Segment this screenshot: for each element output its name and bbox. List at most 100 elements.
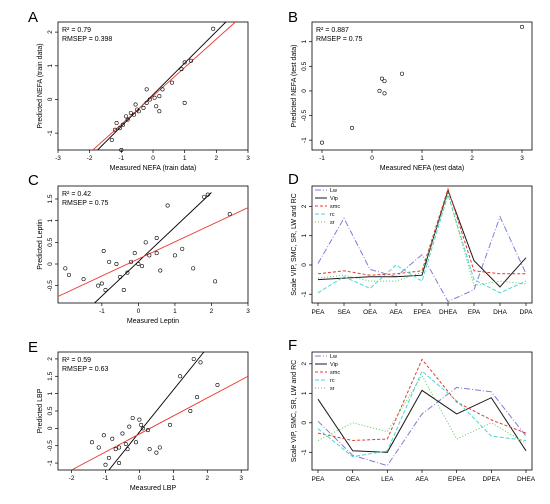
y-tick-label: -1 [47,130,54,136]
data-point [154,236,159,241]
fit-line [94,192,212,303]
data-point [152,95,157,100]
data-point [144,87,149,92]
legend-label: sr [330,220,335,226]
data-point [140,264,145,269]
x-tick-label: LEA [381,476,394,483]
data-point [123,441,128,446]
data-point [101,249,106,254]
data-point [145,428,150,433]
plot-frame [57,185,249,304]
legend: Lw Vip smc rc sr [315,188,340,226]
panel-d: D PEA SEA OEA AEA EPEA DHEA EPA DHA DPA -1 0 1 2 Lw Vip… [288,171,533,316]
y-tick-label: 1 [47,64,54,68]
data-point [213,279,218,284]
y-axis-label: Predicted NEFA (test data) [291,45,298,128]
y-tick-label: 0.5 [47,406,54,415]
data-point [519,24,524,29]
data-point [178,374,183,379]
x-tick-label: AEA [389,309,403,316]
data-point [399,71,404,76]
y-tick-label: 2 [47,30,54,34]
y-tick-label: -0.5 [47,440,54,452]
data-point [205,192,210,197]
x-tick-label: 0 [370,155,374,162]
x-tick-label: 2 [470,155,474,162]
data-point [382,79,387,84]
data-point [110,436,115,441]
x-tick-label: AEA [415,476,429,483]
x-tick-label: -1 [99,308,105,315]
data-point [66,272,71,277]
data-point [165,203,170,208]
data-point [179,67,184,72]
data-point [147,253,152,258]
stat-text: R² = 0.59 [62,357,91,364]
data-point [157,445,162,450]
data-point [191,356,196,361]
data-point [114,121,119,126]
x-tick-label: 1 [183,155,187,162]
x-tick-label: 1 [420,155,424,162]
x-tick-label: 2 [215,155,219,162]
panel-letter: C [28,172,39,189]
data-point [227,212,232,217]
y-tick-label: -1 [301,137,308,143]
y-tick-label: 1 [47,391,54,395]
data-point [121,287,126,292]
y-tick-label: 1.5 [47,371,54,380]
data-point [124,114,129,119]
series-line [317,187,526,276]
legend-label: smc [330,370,340,376]
data-point [96,283,101,288]
data-point [120,122,125,127]
legend-label: smc [330,204,340,210]
x-tick-label: EPEA [413,309,431,316]
data-point [144,100,149,105]
panel-b: B -1 0 1 2 3 -1 -0.5 0 0.5 1 R² = 0.887 RMSEP = 0.75… [288,9,533,172]
data-point [198,360,203,365]
data-point [195,395,200,400]
fit-line [71,375,248,470]
x-tick-label: -3 [55,155,61,162]
x-tick-label: DHEA [517,476,536,483]
x-tick-label: -2 [69,475,75,482]
data-point [157,109,162,114]
data-point [141,105,146,110]
y-tick-label: 0 [301,263,308,267]
data-point [188,408,193,413]
data-point [109,137,114,142]
panel-f: F PEA OEA LEA AEA EPEA DPEA DHEA -1 0 1 2 Lw Vip smc rc… [288,337,536,483]
x-tick-label: -1 [118,155,124,162]
data-point [202,194,207,199]
y-tick-label: 0 [47,426,54,430]
series-line [317,374,527,444]
panel-letter: B [288,9,298,26]
data-point [170,80,175,85]
legend-label: Vip [330,196,338,202]
series-line [317,358,527,442]
panel-letter: F [288,337,297,354]
x-tick-label: 2 [210,308,214,315]
data-point [118,274,123,279]
data-point [114,261,119,266]
data-point [167,422,172,427]
y-axis-label: Scale VIP, SMC, SR, LW and RC [291,360,298,462]
x-tick-label: PEA [311,476,325,483]
stat-text: R² = 0.42 [62,191,91,198]
x-tick-label: -2 [87,155,93,162]
data-point [125,117,130,122]
data-point [132,251,137,256]
legend-label: Vip [330,362,338,368]
x-tick-label: PEA [311,309,325,316]
y-tick-label: 1.5 [47,194,54,203]
data-point [133,102,138,107]
x-tick-label: 1 [172,475,176,482]
x-axis-label: Measured NEFA (train data) [110,165,197,172]
y-tick-label: -0.5 [47,280,54,292]
data-point [127,424,132,429]
fit-line [108,352,205,470]
data-point [129,259,134,264]
x-tick-label: DPA [520,309,534,316]
